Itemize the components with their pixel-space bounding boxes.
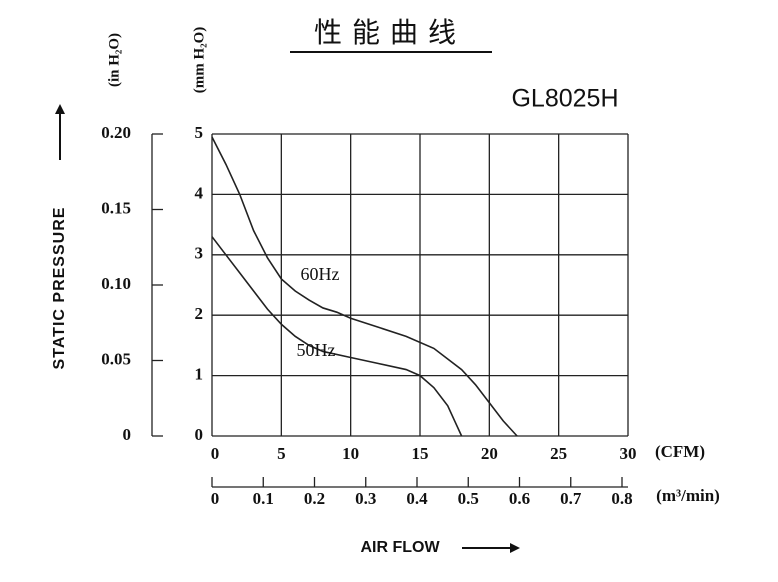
y-tick-label: 1 [195, 365, 204, 384]
series-label: 50Hz [297, 340, 336, 360]
y2-tick-label: 0.10 [101, 274, 131, 293]
x-tick-label: 25 [550, 444, 567, 463]
y-tick-label: 4 [195, 183, 204, 202]
x-tick-label: 15 [412, 444, 429, 463]
x2-tick-label: 0.5 [458, 489, 479, 508]
x2-unit: (m³/min) [656, 486, 720, 505]
x2-tick-label: 0.7 [560, 489, 582, 508]
y-tick-label: 0 [195, 425, 204, 444]
chart-title: 性能曲线 [314, 16, 466, 49]
x2-tick-label: 0 [211, 489, 220, 508]
y-unit: (mm H₂O) [191, 27, 207, 94]
x-arrowhead [510, 543, 520, 553]
series-line [211, 136, 518, 437]
x2-tick-label: 0.2 [304, 489, 325, 508]
y-tick-label: 2 [195, 304, 204, 323]
x-axis-label: AIR FLOW [360, 539, 440, 556]
x2-tick-label: 0.1 [253, 489, 274, 508]
y2-tick-label: 0 [123, 425, 132, 444]
y2-tick-label: 0.20 [101, 123, 131, 142]
x2-tick-label: 0.6 [509, 489, 530, 508]
x-tick-label: 0 [211, 444, 220, 463]
y-axis-label: STATIC PRESSURE [51, 207, 68, 370]
x-tick-label: 20 [481, 444, 498, 463]
y2-tick-label: 0.15 [101, 198, 131, 217]
y2-unit: (in H₂O) [106, 33, 122, 87]
y-tick-label: 3 [195, 244, 204, 263]
x-unit: (CFM) [655, 442, 705, 461]
series-label: 60Hz [301, 264, 340, 284]
series-line [211, 236, 463, 437]
x-tick-label: 10 [342, 444, 359, 463]
model-label: GL8025H [511, 85, 618, 113]
x2-tick-label: 0.3 [355, 489, 376, 508]
x2-tick-label: 0.8 [611, 489, 632, 508]
x-tick-label: 5 [277, 444, 286, 463]
x-tick-label: 30 [620, 444, 637, 463]
y2-tick-label: 0.05 [101, 349, 131, 368]
y-tick-label: 5 [195, 123, 204, 142]
x2-tick-label: 0.4 [406, 489, 428, 508]
y-arrowhead [55, 104, 65, 114]
